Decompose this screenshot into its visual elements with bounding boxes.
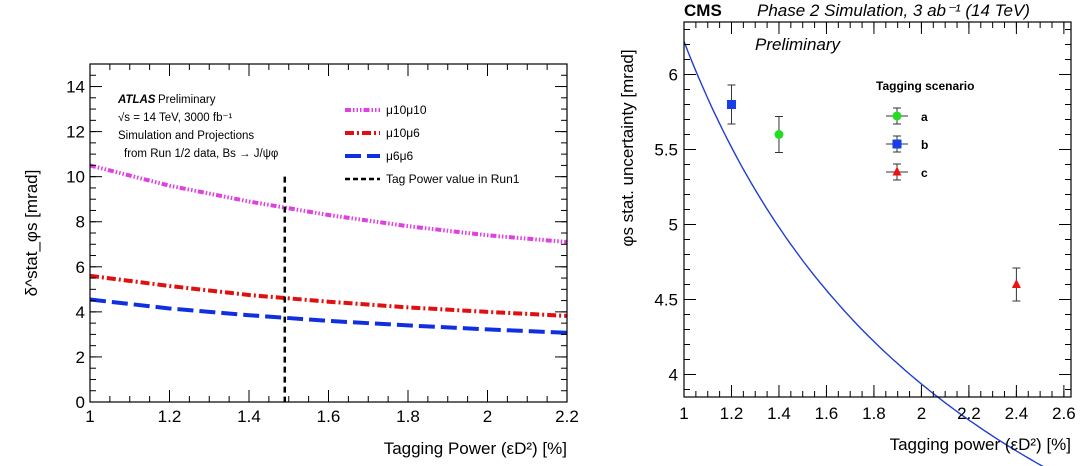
atlas-x-tick-label: 1.2 xyxy=(158,407,182,426)
cms-x-tick-label: 2.4 xyxy=(1005,404,1029,423)
atlas-info-line-2: Simulation and Projections xyxy=(118,130,254,142)
atlas-y-tick-label: 4 xyxy=(76,303,85,322)
atlas-series-line xyxy=(89,163,568,244)
cms-legend-title: Tagging scenario xyxy=(876,79,974,93)
cms-point-c xyxy=(1011,279,1021,288)
cms-x-tick-label: 2.2 xyxy=(957,404,981,423)
atlas-x-tick-label: 2.2 xyxy=(555,407,579,426)
atlas-panel: 1 1.2 1.4 1.6 1.8 2 2.2 0 2 4 6 8 10 12 14 ATLAS Preli… xyxy=(22,63,579,458)
cms-data-points xyxy=(726,84,1021,302)
cms-x-tick-label: 1.8 xyxy=(862,404,886,423)
atlas-series-line xyxy=(89,297,568,335)
cms-legend-marker-c xyxy=(892,166,902,176)
atlas-y-tick-label: 10 xyxy=(66,168,85,187)
atlas-x-axis-label: Tagging Power (εD²) [%] xyxy=(384,439,567,458)
atlas-y-tick-label: 6 xyxy=(76,258,85,277)
atlas-x-tick-label: 1.6 xyxy=(317,407,341,426)
atlas-x-tick-label: 1.4 xyxy=(237,407,261,426)
cms-fit-curve xyxy=(683,41,1044,466)
cms-legend: Tagging scenario abc xyxy=(876,79,974,181)
cms-x-tick-label: 1 xyxy=(679,404,688,423)
cms-legend-marker-b xyxy=(892,139,902,149)
atlas-x-tick-label: 1 xyxy=(85,407,94,426)
atlas-info-line-3: from Run 1/2 data, Bs → J/ψφ xyxy=(124,148,278,160)
atlas-x-tick-label: 2 xyxy=(483,407,492,426)
atlas-info-line-1: √s = 14 TeV, 3000 fb⁻¹ xyxy=(118,111,233,124)
atlas-ticks: 1 1.2 1.4 1.6 1.8 2 2.2 0 2 4 6 8 10 12 14 xyxy=(66,63,579,426)
cms-panel: 1 1.2 1.4 1.6 1.8 2 2.2 2.4 2.6 4 4.5 5 5.5 6 CMS Pha… xyxy=(618,1,1076,466)
legend-label-mu6mu6: μ6μ6 xyxy=(386,149,414,163)
cms-y-tick-label: 5.5 xyxy=(654,141,678,160)
cms-ticks: 1 1.2 1.4 1.6 1.8 2 2.2 2.4 2.6 4 4.5 5 5.5 6 xyxy=(654,22,1076,423)
atlas-y-tick-label: 8 xyxy=(76,213,85,232)
cms-header-text: Phase 2 Simulation, 3 ab⁻¹ (14 TeV) xyxy=(757,1,1030,20)
atlas-y-axis-label: δ^stat_φs [mrad] xyxy=(22,170,41,297)
legend-label-mu10mu6: μ10μ6 xyxy=(386,126,420,140)
cms-legend-label-a: a xyxy=(921,110,928,124)
cms-y-tick-label: 6 xyxy=(669,66,678,85)
atlas-y-tick-label: 2 xyxy=(76,348,85,367)
cms-x-tick-label: 2.6 xyxy=(1052,404,1076,423)
atlas-experiment-label: ATLAS xyxy=(117,94,156,106)
cms-y-tick-label: 4 xyxy=(669,366,678,385)
cms-x-tick-label: 1.6 xyxy=(815,404,839,423)
atlas-status-label: Preliminary xyxy=(158,94,216,106)
cms-legend-label-b: b xyxy=(921,138,928,152)
atlas-y-tick-label: 0 xyxy=(76,393,85,412)
cms-status-label: Preliminary xyxy=(755,35,842,54)
cms-y-tick-label: 5 xyxy=(669,216,678,235)
cms-legend-marker-a xyxy=(892,111,902,121)
atlas-y-tick-label: 14 xyxy=(66,78,85,97)
cms-legend-label-c: c xyxy=(921,166,928,180)
atlas-series-lines xyxy=(89,163,568,335)
cms-x-tick-label: 2 xyxy=(917,404,926,423)
legend-label-run1: Tag Power value in Run1 xyxy=(386,172,520,186)
cms-x-tick-label: 1.2 xyxy=(720,404,744,423)
cms-y-axis-label: φs stat. uncertainty [mrad] xyxy=(618,49,637,246)
atlas-legend: μ10μ10 μ10μ6 μ6μ6 Tag Power value in Run… xyxy=(345,103,520,186)
atlas-y-tick-label: 12 xyxy=(66,123,85,142)
cms-y-tick-label: 4.5 xyxy=(654,291,678,310)
atlas-series-line xyxy=(89,273,568,318)
cms-x-tick-label: 1.4 xyxy=(767,404,791,423)
cms-point-a xyxy=(774,130,784,139)
legend-label-mu10mu10: μ10μ10 xyxy=(386,103,427,117)
cms-experiment-label: CMS xyxy=(684,1,722,20)
atlas-x-tick-label: 1.8 xyxy=(396,407,420,426)
cms-point-b xyxy=(726,100,736,109)
cms-x-axis-label: Tagging power (εD²) [%] xyxy=(890,435,1071,454)
